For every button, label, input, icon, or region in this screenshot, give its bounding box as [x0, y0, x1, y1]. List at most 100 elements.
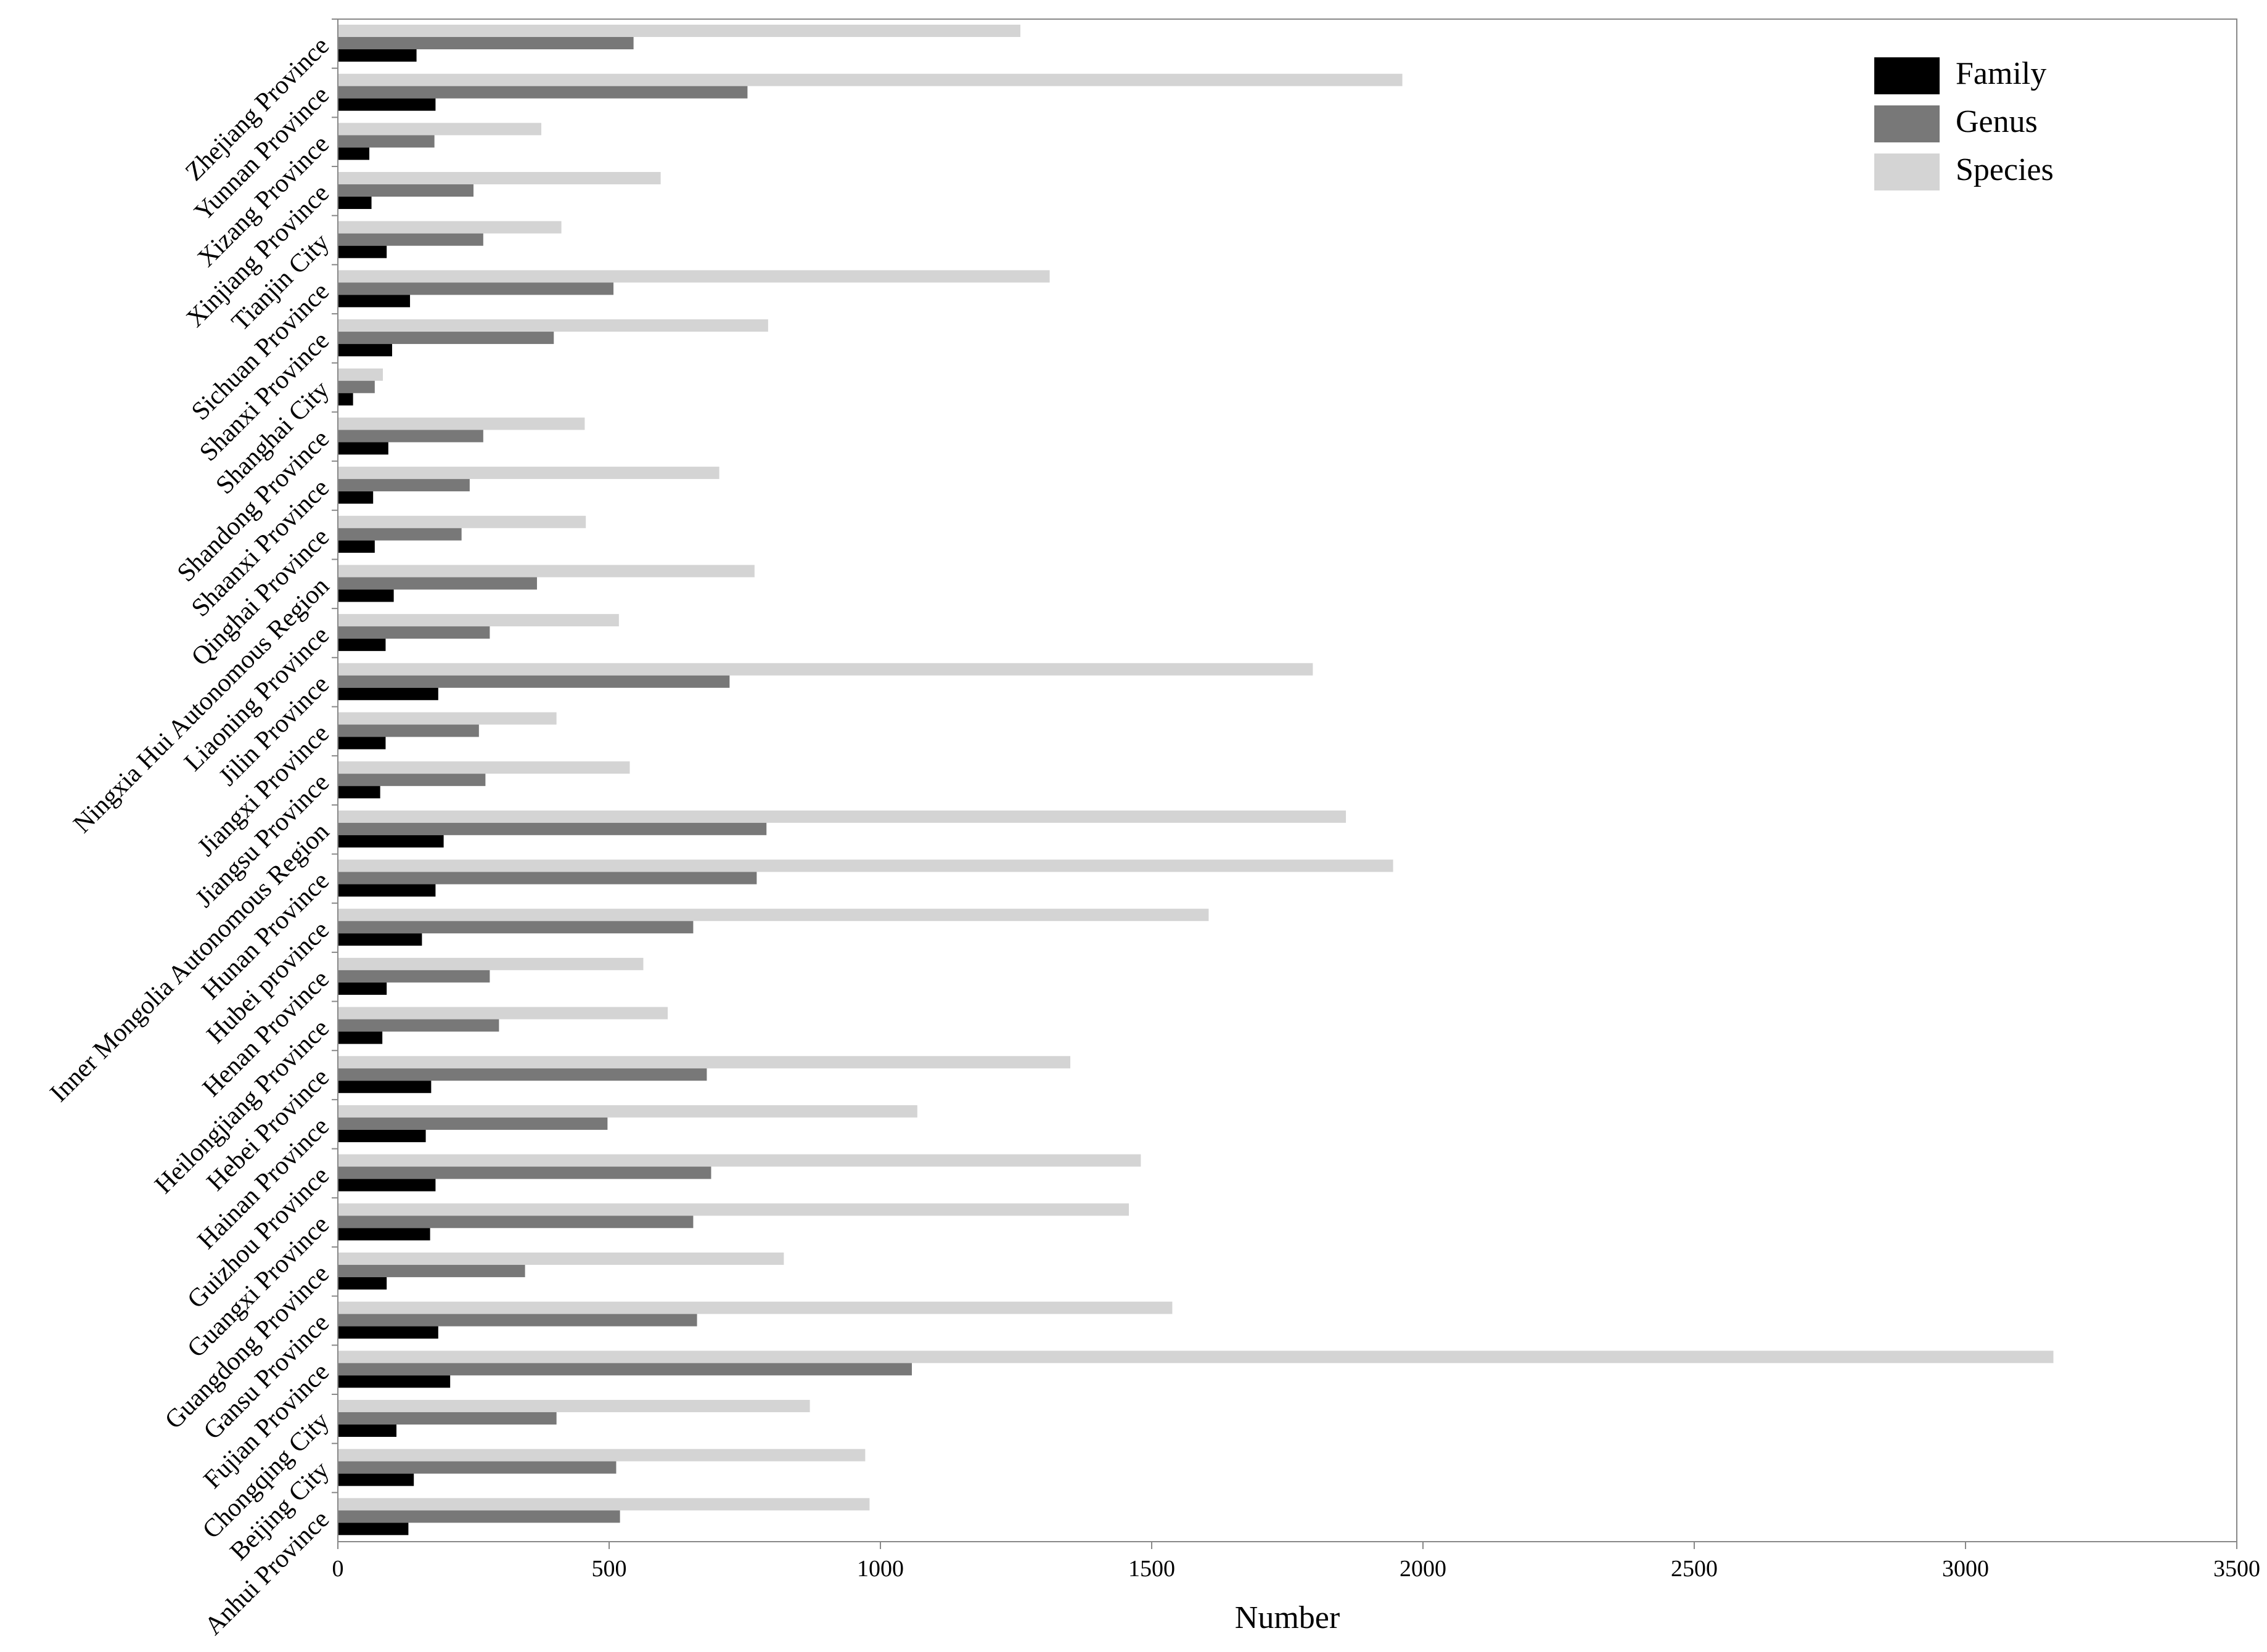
bar-family-16	[338, 835, 444, 848]
bar-genus-4	[338, 233, 483, 246]
bar-species-25	[338, 1252, 784, 1265]
bar-family-29	[338, 1473, 414, 1486]
bar-species-27	[338, 1351, 2054, 1364]
bar-species-13	[338, 663, 1313, 676]
legend: Family Genus Species	[1874, 56, 2054, 190]
bar-species-18	[338, 909, 1209, 922]
bar-family-26	[338, 1326, 438, 1339]
bar-genus-9	[338, 479, 470, 492]
bar-family-6	[338, 344, 392, 357]
bar-species-0	[338, 25, 1021, 37]
bars-group	[338, 25, 2054, 1535]
bar-species-29	[338, 1449, 866, 1462]
bar-species-9	[338, 467, 719, 480]
bar-family-10	[338, 540, 375, 553]
bar-family-3	[338, 197, 372, 210]
bar-family-30	[338, 1523, 409, 1535]
bar-genus-15	[338, 774, 486, 787]
bar-family-27	[338, 1375, 451, 1388]
bar-species-12	[338, 614, 619, 627]
bar-family-1	[338, 98, 436, 111]
bar-genus-11	[338, 577, 537, 590]
plot-area-frame	[337, 18, 2237, 1542]
bar-genus-12	[338, 626, 490, 639]
bar-species-1	[338, 73, 1403, 86]
x-tick-label-4: 2000	[1400, 1556, 1446, 1582]
bar-genus-17	[338, 872, 757, 885]
bar-species-15	[338, 761, 630, 774]
bar-species-14	[338, 712, 557, 725]
bar-genus-0	[338, 37, 634, 49]
bar-genus-13	[338, 675, 730, 688]
x-tick-label-5: 2500	[1671, 1556, 1718, 1582]
bar-genus-6	[338, 332, 554, 345]
bar-species-28	[338, 1399, 810, 1412]
bar-family-25	[338, 1277, 387, 1290]
bar-family-17	[338, 884, 436, 897]
bar-genus-30	[338, 1510, 620, 1523]
bar-family-0	[338, 49, 417, 62]
bar-family-19	[338, 982, 387, 995]
bar-family-22	[338, 1129, 426, 1142]
bar-family-15	[338, 786, 380, 799]
bar-species-26	[338, 1301, 1173, 1314]
legend-swatch-family	[1874, 57, 1940, 94]
bar-family-20	[338, 1031, 383, 1044]
bar-species-21	[338, 1056, 1070, 1069]
bar-family-13	[338, 687, 438, 700]
bar-species-11	[338, 565, 755, 578]
bar-species-5	[338, 270, 1050, 283]
bar-genus-8	[338, 430, 483, 443]
bar-family-4	[338, 245, 387, 258]
x-axis: 0 500 1000 1500 2000 2500 3000 3500	[332, 1542, 2260, 1582]
x-tick-label-7: 3500	[2213, 1556, 2260, 1582]
x-tick-label-3: 1500	[1128, 1556, 1175, 1582]
bar-family-11	[338, 589, 394, 602]
bar-species-20	[338, 1007, 668, 1020]
bar-family-8	[338, 442, 388, 455]
bar-genus-5	[338, 282, 614, 295]
bar-family-12	[338, 639, 386, 652]
bar-genus-7	[338, 380, 375, 393]
legend-label-genus: Genus	[1956, 104, 2038, 139]
bar-family-2	[338, 147, 370, 160]
bar-species-8	[338, 417, 585, 430]
bar-family-14	[338, 737, 386, 750]
bar-species-17	[338, 859, 1393, 872]
x-tick-label-0: 0	[332, 1556, 344, 1582]
bar-genus-18	[338, 921, 694, 934]
bar-genus-21	[338, 1068, 707, 1081]
bar-family-18	[338, 933, 422, 946]
bar-species-16	[338, 810, 1347, 823]
bar-genus-14	[338, 724, 479, 737]
bar-species-3	[338, 172, 661, 185]
bar-family-7	[338, 393, 353, 406]
bar-genus-2	[338, 135, 435, 148]
bar-genus-24	[338, 1216, 694, 1229]
bar-genus-3	[338, 184, 473, 197]
bar-family-28	[338, 1424, 397, 1437]
x-tick-label-6: 3000	[1942, 1556, 1989, 1582]
bar-genus-27	[338, 1363, 912, 1376]
bar-genus-1	[338, 86, 748, 99]
bar-genus-20	[338, 1019, 499, 1032]
bar-family-23	[338, 1179, 436, 1192]
legend-label-family: Family	[1956, 56, 2046, 91]
bar-species-4	[338, 221, 562, 234]
x-axis-title: Number	[1235, 1600, 1340, 1635]
legend-swatch-genus	[1874, 105, 1940, 142]
bar-species-24	[338, 1203, 1129, 1216]
bar-genus-19	[338, 970, 490, 983]
bar-family-21	[338, 1081, 432, 1094]
bar-species-7	[338, 368, 383, 381]
bar-genus-26	[338, 1314, 697, 1327]
bar-genus-22	[338, 1117, 608, 1130]
bar-genus-29	[338, 1461, 617, 1474]
bar-family-24	[338, 1228, 430, 1241]
bar-genus-23	[338, 1166, 711, 1179]
bar-genus-28	[338, 1412, 557, 1425]
bar-genus-10	[338, 528, 462, 541]
legend-swatch-species	[1874, 153, 1940, 190]
